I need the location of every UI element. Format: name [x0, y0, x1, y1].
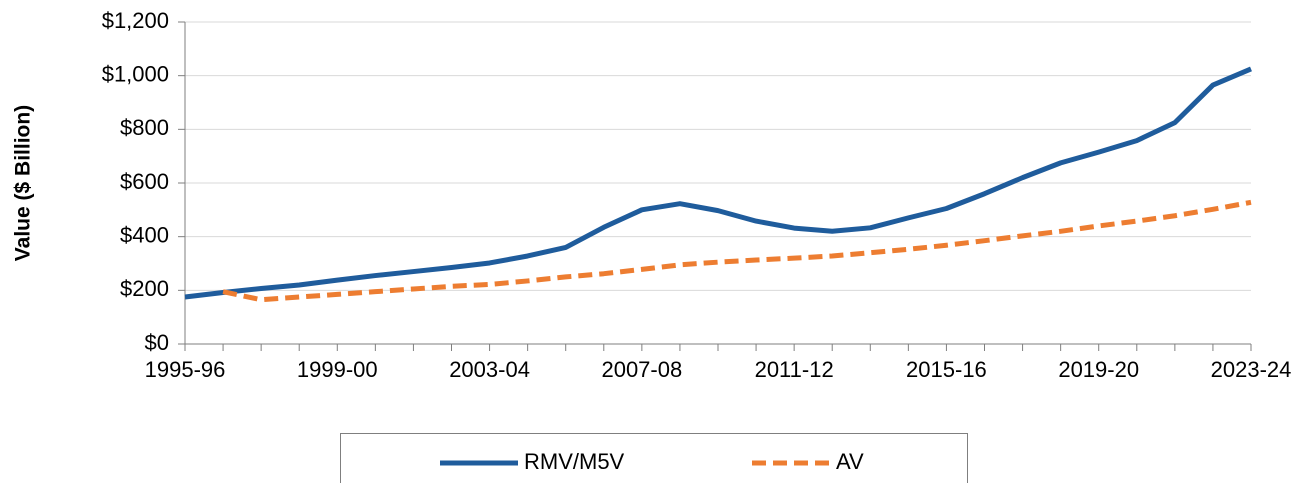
series-line — [222, 199, 1252, 303]
x-tick-label: 2023-24 — [1211, 357, 1292, 382]
legend-box — [340, 433, 968, 483]
y-axis-label: Value ($ Billion) — [12, 105, 35, 261]
x-tick-label: 2015-16 — [906, 357, 987, 382]
y-tick-label: $200 — [120, 276, 169, 301]
series-line — [184, 66, 1252, 300]
x-tick-label: 2011-12 — [755, 357, 834, 382]
x-tick-label: 1995-96 — [145, 357, 226, 382]
legend-label: RMV/M5V — [524, 449, 625, 474]
y-tick-label: $400 — [120, 222, 169, 247]
y-tick-label: $0 — [145, 330, 169, 355]
legend-label: AV — [836, 449, 864, 474]
x-tick-label: 1999-00 — [297, 357, 378, 382]
x-tick-label: 2003-04 — [449, 357, 530, 382]
y-tick-label: $600 — [120, 169, 169, 194]
y-tick-label: $800 — [120, 115, 169, 140]
y-tick-label: $1,000 — [102, 61, 169, 86]
x-tick-label: 2007-08 — [601, 357, 682, 382]
y-tick-label: $1,200 — [102, 8, 169, 33]
x-tick-label: 2019-20 — [1058, 357, 1139, 382]
